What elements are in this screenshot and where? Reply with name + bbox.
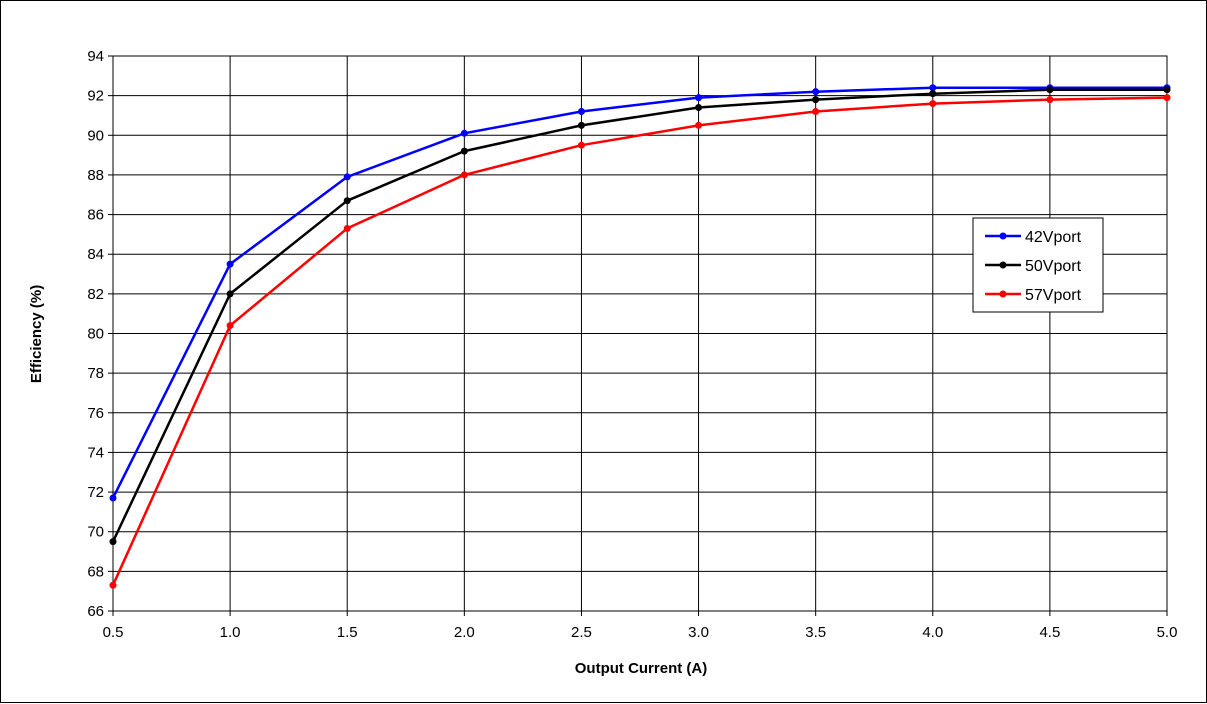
data-point-50Vport	[1163, 86, 1171, 94]
y-tick-label: 76	[87, 405, 104, 422]
x-tick-label: 1.5	[337, 624, 358, 641]
y-tick-label: 80	[87, 326, 104, 343]
grid-layer	[112, 55, 1168, 612]
y-tick-label: 68	[87, 563, 104, 580]
legend-swatch-marker	[999, 232, 1007, 240]
data-point-50Vport	[226, 290, 234, 298]
x-tick-label: 2.0	[454, 624, 475, 641]
data-point-57Vport	[929, 100, 937, 108]
data-point-42Vport	[812, 88, 820, 96]
y-tick-label: 78	[87, 365, 104, 382]
y-tick-label: 88	[87, 167, 104, 184]
data-point-50Vport	[343, 197, 351, 205]
data-point-50Vport	[929, 90, 937, 98]
legend-entry-50Vport: 50Vport	[985, 258, 1082, 275]
y-tick-label: 66	[87, 603, 104, 620]
data-point-50Vport	[1046, 86, 1054, 94]
legend-entry-57Vport: 57Vport	[985, 287, 1082, 304]
y-tick-label: 94	[87, 48, 104, 65]
y-tick-label: 90	[87, 127, 104, 144]
data-point-50Vport	[695, 104, 703, 112]
data-point-50Vport	[577, 121, 585, 129]
y-tick-label: 74	[87, 444, 104, 461]
data-point-42Vport	[109, 494, 117, 502]
data-point-57Vport	[695, 121, 703, 129]
y-axis-title: Efficiency (%)	[28, 285, 45, 383]
data-point-57Vport	[1163, 94, 1171, 102]
series-line-50Vport	[111, 88, 1167, 543]
data-point-42Vport	[577, 108, 585, 115]
y-tick-label: 70	[87, 524, 104, 541]
x-axis-title: Output Current (A)	[575, 660, 707, 677]
x-tick-label: 5.0	[1157, 624, 1178, 641]
series-line-57Vport	[111, 96, 1168, 586]
y-tick-label: 72	[87, 484, 104, 501]
data-point-57Vport	[812, 108, 820, 115]
data-point-57Vport	[460, 171, 468, 179]
x-tick-labels: 0.5 1.0 1.5 2.0 2.5 3.0 3.5 4.0 4.5 5.0	[103, 624, 1178, 641]
x-tick-label: 1.0	[220, 624, 241, 641]
data-point-57Vport	[1046, 96, 1054, 104]
x-tick-label: 3.5	[805, 624, 826, 641]
data-point-42Vport	[695, 94, 703, 102]
data-point-50Vport	[460, 147, 468, 155]
legend: 42Vport 50Vport 57Vport	[972, 217, 1104, 313]
legend-label: 57Vport	[1025, 287, 1082, 304]
data-point-42Vport	[460, 129, 468, 137]
data-point-57Vport	[343, 224, 351, 232]
data-point-50Vport	[812, 96, 820, 104]
data-point-42Vport	[226, 260, 234, 268]
data-point-50Vport	[109, 538, 117, 546]
axes-layer	[108, 55, 1168, 616]
y-tick-label: 84	[87, 246, 104, 263]
legend-swatch-marker	[999, 261, 1007, 269]
plot-area-border	[112, 55, 1168, 612]
series-line-42Vport	[111, 86, 1167, 499]
x-tick-label: 2.5	[571, 624, 592, 641]
legend-swatch-marker	[999, 290, 1007, 298]
series-layer	[109, 84, 1171, 589]
x-tick-label: 4.0	[922, 624, 943, 641]
x-tick-label: 0.5	[103, 624, 124, 641]
y-tick-labels: 66 68 70 72 74 76 78 80 82 84 86 88 90 92 94	[87, 48, 104, 620]
legend-label: 42Vport	[1025, 229, 1082, 246]
data-point-42Vport	[343, 173, 351, 181]
legend-label: 50Vport	[1025, 258, 1082, 275]
legend-entries: 42Vport 50Vport 57Vport	[985, 229, 1082, 304]
data-point-57Vport	[226, 322, 234, 330]
legend-entry-42Vport: 42Vport	[985, 229, 1082, 246]
data-point-57Vport	[577, 141, 585, 149]
x-tick-label: 3.0	[688, 624, 709, 641]
y-tick-label: 92	[87, 88, 104, 105]
data-point-42Vport	[929, 84, 937, 92]
y-tick-label: 82	[87, 286, 104, 303]
x-tick-label: 4.5	[1039, 624, 1060, 641]
y-tick-label: 86	[87, 207, 104, 224]
data-point-57Vport	[109, 581, 117, 589]
